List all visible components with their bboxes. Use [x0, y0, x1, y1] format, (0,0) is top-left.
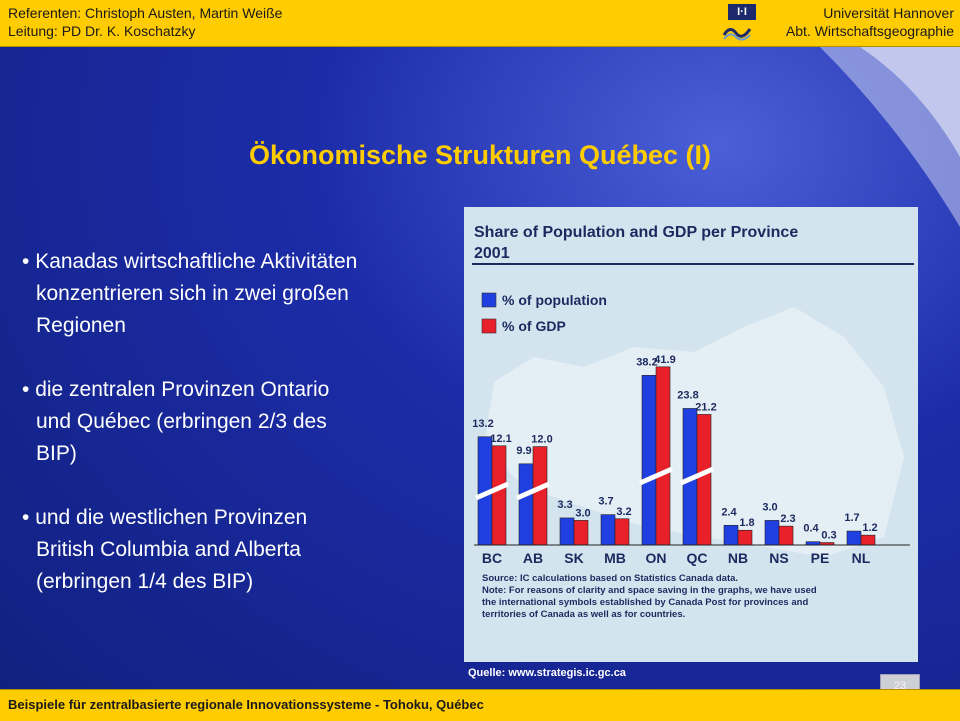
data-label: 3.2 [616, 506, 631, 518]
data-label: 23.8 [677, 389, 698, 401]
x-tick-label: NS [769, 550, 788, 566]
bar-sk-pop [559, 517, 575, 546]
x-tick-label: PE [811, 550, 830, 566]
data-label: 0.3 [821, 530, 836, 542]
bullet-text: Regionen [36, 314, 126, 337]
bar-qc-gdp [696, 414, 712, 546]
bar-ns-pop [764, 520, 780, 546]
chart-note-line: the international symbols established by… [482, 597, 808, 608]
data-label: 12.1 [490, 433, 511, 445]
bullet-text: Kanadas wirtschaftliche Aktivitäten [35, 250, 358, 273]
bar-ab-gdp [532, 446, 548, 546]
bar-ab-pop [518, 463, 534, 546]
header-right: Universität Hannover Abt. Wirtschaftsgeo… [786, 4, 954, 40]
logo-mark: I·I [728, 4, 756, 20]
chart-note-line: territories of Canada as well as for cou… [482, 609, 685, 620]
slide-title: Ökonomische Strukturen Québec (I) [248, 140, 712, 170]
university-logo: I·I [722, 3, 756, 43]
legend-label: % of population [502, 292, 607, 308]
chart-title-line1: Share of Population and GDP per Province [474, 224, 798, 241]
axis-break-mark [679, 466, 715, 486]
data-label: 12.0 [531, 434, 552, 446]
data-label: 1.7 [844, 512, 859, 524]
legend-label: % of GDP [502, 318, 566, 334]
x-tick-label: BC [482, 550, 502, 566]
chart-title-line2: 2001 [474, 245, 510, 262]
chart-note-line: Note: For reasons of clarity and space s… [482, 585, 817, 596]
bar-bc-gdp [491, 445, 507, 546]
data-label: 3.0 [762, 501, 777, 513]
chart-panel: Share of Population and GDP per Province… [464, 207, 918, 662]
axis-break-mark [515, 481, 551, 501]
logo-wave-icon [722, 28, 752, 41]
header-left: Referenten: Christoph Austen, Martin Wei… [8, 4, 282, 40]
bar-nb-pop [723, 525, 739, 546]
university-name: Universität Hannover [823, 5, 954, 21]
x-tick-label: MB [604, 550, 626, 566]
data-label: 3.7 [598, 496, 613, 508]
bullet-item: • und die westlichen Provinzen British C… [22, 502, 462, 598]
data-label: 2.3 [780, 513, 795, 525]
bullet-text: und die westlichen Provinzen [35, 506, 308, 529]
x-tick-label: QC [687, 550, 708, 566]
leader-line: Leitung: PD Dr. K. Koschatzky [8, 23, 196, 39]
bar-on-pop [641, 375, 657, 546]
data-label: 13.2 [472, 418, 493, 430]
data-label: 38.2 [636, 356, 657, 368]
chart-note-line: Source: IC calculations based on Statist… [482, 573, 738, 584]
bar-nl-pop [846, 530, 862, 546]
data-label: 3.3 [557, 499, 572, 511]
bullet-text: die zentralen Provinzen Ontario [35, 378, 330, 401]
data-label: 3.0 [575, 507, 590, 519]
bar-mb-gdp [614, 518, 630, 546]
axis-break-mark [474, 481, 510, 501]
header-bar: Referenten: Christoph Austen, Martin Wei… [0, 0, 960, 47]
x-tick-label: AB [523, 550, 543, 566]
source-note: Quelle: www.strategis.ic.gc.ca [468, 667, 626, 679]
bullet-list: • Kanadas wirtschaftliche Aktivitäten ko… [22, 246, 462, 630]
data-label: 9.9 [516, 445, 531, 457]
bar-chart: Share of Population and GDP per Province… [472, 224, 914, 620]
bullet-text: British Columbia and Alberta [36, 538, 301, 561]
x-tick-label: SK [564, 550, 583, 566]
legend-swatch [481, 318, 497, 334]
bullet-text: und Québec (erbringen 2/3 des [36, 410, 327, 433]
legend-swatch [481, 292, 497, 308]
x-tick-label: ON [646, 550, 667, 566]
speakers-line: Referenten: Christoph Austen, Martin Wei… [8, 5, 283, 21]
bar-nb-gdp [737, 529, 753, 546]
x-tick-label: NB [728, 550, 748, 566]
data-label: 0.4 [803, 523, 819, 535]
bullet-item: • Kanadas wirtschaftliche Aktivitäten ko… [22, 246, 462, 342]
x-tick-label: NL [852, 550, 871, 566]
bullet-text: BIP) [36, 442, 77, 465]
footer-text: Beispiele für zentralbasierte regionale … [8, 697, 484, 712]
data-label: 21.2 [695, 401, 716, 413]
bar-on-gdp [655, 366, 671, 546]
data-label: 1.2 [862, 522, 877, 534]
data-label: 41.9 [654, 354, 675, 366]
bar-sk-gdp [573, 520, 589, 546]
data-label: 1.8 [739, 517, 754, 529]
bar-mb-pop [600, 514, 616, 546]
bar-ns-gdp [778, 525, 794, 546]
background-swoosh [820, 47, 960, 227]
bullet-text: (erbringen 1/4 des BIP) [36, 570, 254, 593]
department-name: Abt. Wirtschaftsgeographie [785, 23, 954, 39]
bullet-item: • die zentralen Provinzen Ontario und Qu… [22, 374, 462, 470]
data-label: 2.4 [721, 506, 737, 518]
bullet-text: konzentrieren sich in zwei großen [36, 282, 349, 305]
bar-nl-gdp [860, 534, 876, 546]
axis-break-mark [638, 466, 674, 486]
footer-bar: Beispiele für zentralbasierte regionale … [0, 689, 960, 721]
